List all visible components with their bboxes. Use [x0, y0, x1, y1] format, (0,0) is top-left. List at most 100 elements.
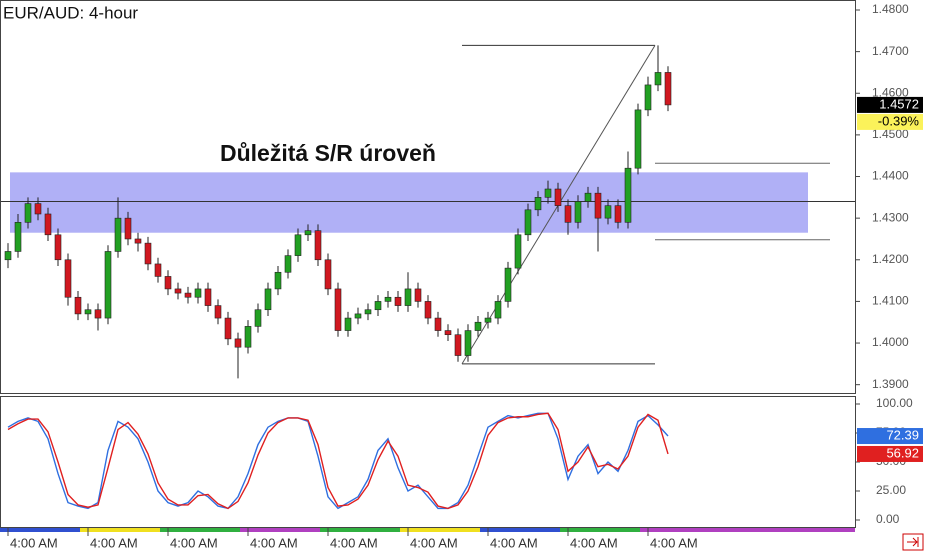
x-tick-label: 4:00 AM — [90, 535, 138, 550]
x-tick-label: 4:00 AM — [170, 535, 218, 550]
candle-body — [614, 205, 622, 223]
candle-body — [254, 309, 262, 327]
scroll-icon — [907, 537, 919, 547]
candle-body — [404, 288, 412, 306]
strip — [640, 528, 855, 532]
candle-body — [194, 288, 202, 298]
chart-title: EUR/AUD: 4-hour — [3, 3, 138, 22]
candle-body — [564, 205, 572, 223]
candle-body — [664, 72, 672, 106]
candle-body — [44, 213, 52, 236]
candle-body — [424, 301, 432, 319]
y-tick-label: 1.4700 — [872, 44, 909, 58]
strip — [0, 528, 80, 532]
candle-body — [644, 84, 652, 111]
x-tick-label: 4:00 AM — [250, 535, 298, 550]
y-tick-label: 1.4300 — [872, 210, 909, 224]
strip — [560, 528, 640, 532]
candle-body — [524, 209, 532, 236]
candle-body — [334, 288, 342, 331]
candle-body — [584, 192, 592, 202]
price-box — [857, 96, 923, 113]
candle-body — [244, 326, 252, 348]
candle-body — [104, 251, 112, 319]
candle-body — [154, 263, 162, 277]
candle-body — [554, 188, 562, 206]
y-tick-label: 0.00 — [876, 512, 900, 526]
strip — [240, 528, 320, 532]
candle-body — [394, 296, 402, 306]
value-label: 72.39 — [886, 427, 919, 442]
x-tick-label: 4:00 AM — [330, 535, 378, 550]
candle-body — [164, 276, 172, 290]
candle-body — [634, 109, 642, 169]
strip — [480, 528, 560, 532]
y-tick-label: 1.4800 — [872, 2, 909, 16]
candle-body — [654, 72, 662, 86]
change-label: -0.39% — [878, 113, 920, 128]
candle-body — [14, 222, 22, 252]
candle-body — [144, 242, 152, 265]
candle-body — [474, 321, 482, 331]
y-tick-label: 100.00 — [876, 396, 913, 410]
candle-body — [84, 309, 92, 315]
candle-body — [414, 288, 422, 302]
candle-body — [184, 292, 192, 298]
candle-body — [604, 205, 612, 219]
candle-body — [174, 288, 182, 294]
value-box — [857, 445, 923, 462]
candle-body — [124, 217, 132, 240]
value-label: 56.92 — [886, 445, 919, 460]
y-tick-label: 25.00 — [876, 483, 906, 497]
candle-body — [234, 338, 242, 348]
candle-body — [344, 317, 352, 331]
strip — [320, 528, 400, 532]
strip — [80, 528, 160, 532]
candle-body — [4, 251, 12, 261]
x-tick-label: 4:00 AM — [410, 535, 458, 550]
candle-body — [534, 197, 542, 211]
candle-body — [24, 203, 32, 223]
candle-body — [454, 334, 462, 356]
x-tick-label: 4:00 AM — [490, 535, 538, 550]
value-box — [857, 428, 923, 445]
y-tick-label: 1.4000 — [872, 335, 909, 349]
candle-body — [264, 288, 272, 311]
candle-body — [444, 330, 452, 336]
y-tick-label: 1.3900 — [872, 377, 909, 391]
candle-body — [34, 203, 42, 215]
change-box — [857, 113, 923, 130]
oscillator-line — [7, 412, 669, 510]
x-tick-label: 4:00 AM — [650, 535, 698, 550]
candle-body — [494, 301, 502, 319]
candle-body — [304, 230, 312, 236]
candle-body — [284, 255, 292, 273]
price-panel-frame — [0, 0, 856, 394]
candle-body — [434, 317, 442, 331]
time-strip — [0, 528, 855, 532]
candle-body — [504, 267, 512, 302]
candle-body — [364, 309, 372, 315]
sr-zone — [10, 172, 808, 233]
candle-body — [94, 309, 102, 319]
candle-body — [64, 259, 72, 298]
strip — [400, 528, 480, 532]
candle-body — [114, 217, 122, 252]
y-tick-label: 1.4400 — [872, 169, 909, 183]
candle-body — [624, 167, 632, 223]
candle-body — [314, 230, 322, 261]
candle-body — [204, 288, 212, 306]
candle-body — [354, 313, 362, 319]
candle-body — [294, 234, 302, 256]
y-tick-label: 1.4500 — [872, 127, 909, 141]
candle-body — [574, 201, 582, 223]
candle-body — [224, 317, 232, 340]
candle-body — [274, 271, 282, 290]
candle-body — [384, 296, 392, 302]
annotation: Důležitá S/R úroveň — [220, 140, 436, 166]
candle-body — [514, 234, 522, 269]
backdrop-layer — [1, 44, 855, 365]
candle-body — [54, 234, 62, 261]
strip — [160, 528, 240, 532]
oscillator-line — [7, 412, 669, 510]
